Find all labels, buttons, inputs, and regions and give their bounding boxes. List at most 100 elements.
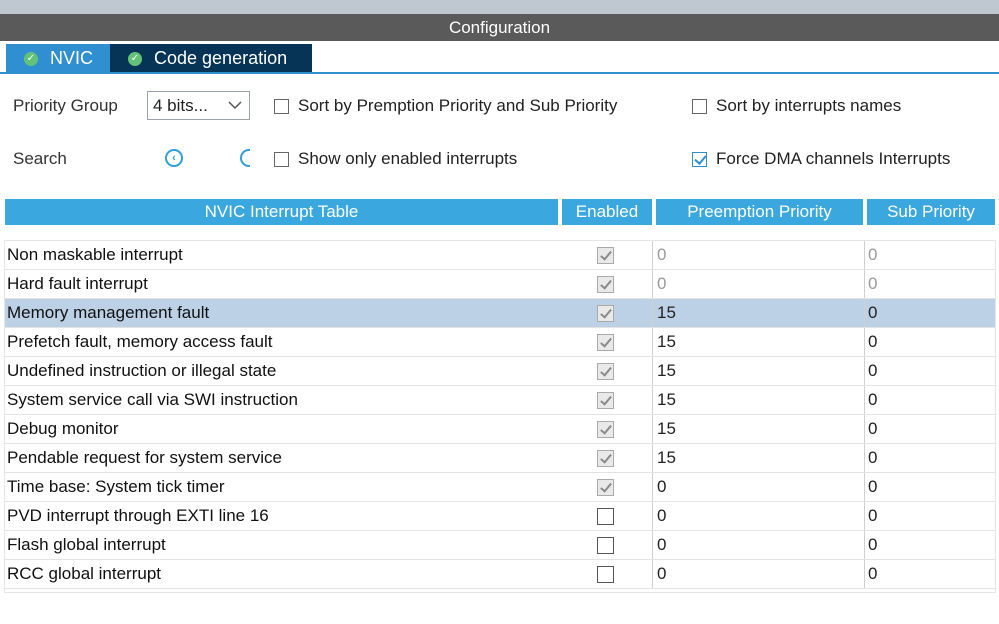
preemption-priority-cell[interactable]: 15 bbox=[652, 357, 863, 385]
search-previous-icon[interactable]: ‹ bbox=[165, 149, 183, 167]
enabled-checkbox[interactable] bbox=[596, 333, 614, 351]
interrupt-name: System service call via SWI instruction bbox=[7, 390, 298, 409]
enabled-cell bbox=[558, 386, 652, 414]
tab-nvic[interactable]: ✓ NVIC bbox=[6, 44, 110, 73]
enabled-checkbox[interactable] bbox=[596, 565, 614, 583]
enabled-checkbox[interactable] bbox=[596, 478, 614, 496]
sort-by-premption-label: Sort by Premption Priority and Sub Prior… bbox=[298, 96, 618, 115]
interrupt-name: Hard fault interrupt bbox=[7, 274, 148, 293]
preemption-priority-cell[interactable]: 15 bbox=[652, 386, 863, 414]
interrupt-name: Non maskable interrupt bbox=[7, 245, 183, 264]
enabled-checkbox[interactable] bbox=[596, 304, 614, 322]
tab-nvic-label: NVIC bbox=[50, 48, 94, 68]
enabled-cell bbox=[558, 560, 652, 588]
interrupt-name: Memory management fault bbox=[7, 303, 210, 322]
interrupt-name: Undefined instruction or illegal state bbox=[7, 361, 277, 380]
enabled-cell bbox=[558, 241, 652, 269]
sub-priority-cell[interactable]: 0 bbox=[864, 531, 995, 559]
enabled-cell bbox=[558, 415, 652, 443]
search-label: Search bbox=[13, 149, 67, 168]
table-row[interactable]: System service call via SWI instruction 1… bbox=[5, 386, 995, 415]
table-row[interactable]: Memory management fault 15 0 bbox=[5, 299, 995, 328]
header-preemption-priority[interactable]: Preemption Priority bbox=[656, 199, 863, 225]
sort-by-premption-checkbox[interactable] bbox=[274, 98, 289, 114]
preemption-priority-cell[interactable]: 15 bbox=[652, 328, 863, 356]
sub-priority-cell[interactable]: 0 bbox=[864, 328, 995, 356]
enabled-checkbox[interactable] bbox=[596, 391, 614, 409]
interrupt-table: Non maskable interrupt 0 0 Hard fault inter… bbox=[5, 241, 995, 589]
preemption-priority-cell: 0 bbox=[652, 270, 863, 298]
enabled-checkbox[interactable] bbox=[596, 507, 614, 525]
priority-group-value: 4 bits... bbox=[153, 95, 208, 115]
enabled-checkbox[interactable] bbox=[596, 362, 614, 380]
sort-by-names-option[interactable]: Sort by interrupts names bbox=[692, 96, 901, 116]
header-sub-priority[interactable]: Sub Priority bbox=[867, 199, 995, 225]
enabled-cell bbox=[558, 531, 652, 559]
table-row[interactable]: Flash global interrupt 0 0 bbox=[5, 531, 995, 560]
sort-by-names-label: Sort by interrupts names bbox=[716, 96, 902, 115]
table-row[interactable]: Debug monitor 15 0 bbox=[5, 415, 995, 444]
sub-priority-cell[interactable]: 0 bbox=[864, 386, 995, 414]
priority-group-label: Priority Group bbox=[13, 96, 118, 115]
interrupt-name: RCC global interrupt bbox=[7, 564, 162, 583]
enabled-cell bbox=[558, 502, 652, 530]
sub-priority-cell[interactable]: 0 bbox=[864, 299, 995, 327]
enabled-cell bbox=[558, 270, 652, 298]
enabled-cell bbox=[558, 473, 652, 501]
preemption-priority-cell[interactable]: 0 bbox=[652, 502, 863, 530]
table-row[interactable]: Pendable request for system service 15 0 bbox=[5, 444, 995, 473]
header-enabled[interactable]: Enabled bbox=[562, 199, 652, 225]
preemption-priority-cell[interactable]: 0 bbox=[652, 560, 863, 588]
enabled-cell bbox=[558, 357, 652, 385]
interrupt-name: PVD interrupt through EXTI line 16 bbox=[7, 506, 269, 525]
sub-priority-cell[interactable]: 0 bbox=[864, 415, 995, 443]
enabled-checkbox[interactable] bbox=[596, 449, 614, 467]
preemption-priority-cell[interactable]: 15 bbox=[652, 299, 863, 327]
show-enabled-checkbox[interactable] bbox=[274, 151, 289, 167]
priority-group-select[interactable]: 4 bits... bbox=[147, 91, 250, 120]
table-row[interactable]: Hard fault interrupt 0 0 bbox=[5, 270, 995, 299]
sort-by-names-checkbox[interactable] bbox=[692, 98, 707, 114]
interrupt-name: Flash global interrupt bbox=[7, 535, 166, 554]
preemption-priority-cell: 0 bbox=[652, 241, 863, 269]
preemption-priority-cell[interactable]: 0 bbox=[652, 473, 863, 501]
search-next-icon[interactable] bbox=[240, 149, 250, 167]
table-row[interactable]: RCC global interrupt 0 0 bbox=[5, 560, 995, 589]
sub-priority-cell[interactable]: 0 bbox=[864, 444, 995, 472]
tab-underline bbox=[0, 72, 999, 74]
interrupt-name: Pendable request for system service bbox=[7, 448, 282, 467]
table-row[interactable]: Undefined instruction or illegal state 15… bbox=[5, 357, 995, 386]
enabled-checkbox[interactable] bbox=[596, 420, 614, 438]
sub-priority-cell[interactable]: 0 bbox=[864, 502, 995, 530]
preemption-priority-cell[interactable]: 15 bbox=[652, 415, 863, 443]
force-dma-checkbox[interactable] bbox=[692, 151, 707, 167]
table-row[interactable]: PVD interrupt through EXTI line 16 0 0 bbox=[5, 502, 995, 531]
sub-priority-cell[interactable]: 0 bbox=[864, 473, 995, 501]
sub-priority-cell[interactable]: 0 bbox=[864, 357, 995, 385]
enabled-cell bbox=[558, 444, 652, 472]
sort-by-premption-option[interactable]: Sort by Premption Priority and Sub Prior… bbox=[274, 96, 617, 116]
header-interrupt-table[interactable]: NVIC Interrupt Table bbox=[5, 199, 558, 225]
tab-code-generation-label: Code generation bbox=[154, 48, 288, 68]
sub-priority-cell: 0 bbox=[864, 270, 995, 298]
show-enabled-label: Show only enabled interrupts bbox=[298, 149, 518, 168]
enabled-checkbox[interactable] bbox=[596, 536, 614, 554]
check-circle-icon: ✓ bbox=[128, 51, 142, 66]
enabled-checkbox bbox=[596, 246, 614, 264]
enabled-cell bbox=[558, 328, 652, 356]
tab-code-generation[interactable]: ✓ Code generation bbox=[110, 44, 312, 73]
table-row[interactable]: Non maskable interrupt 0 0 bbox=[5, 241, 995, 270]
enabled-checkbox bbox=[596, 275, 614, 293]
preemption-priority-cell[interactable]: 15 bbox=[652, 444, 863, 472]
table-row[interactable]: Prefetch fault, memory access fault 15 0 bbox=[5, 328, 995, 357]
table-header: NVIC Interrupt Table Enabled Preemption … bbox=[5, 199, 995, 225]
force-dma-option[interactable]: Force DMA channels Interrupts bbox=[692, 149, 950, 169]
tab-bar: ✓ NVIC ✓ Code generation bbox=[6, 44, 312, 73]
chevron-down-icon bbox=[228, 101, 242, 110]
interrupt-name: Prefetch fault, memory access fault bbox=[7, 332, 273, 351]
table-row[interactable]: Time base: System tick timer 0 0 bbox=[5, 473, 995, 502]
preemption-priority-cell[interactable]: 0 bbox=[652, 531, 863, 559]
show-enabled-option[interactable]: Show only enabled interrupts bbox=[274, 149, 517, 169]
window-title: Configuration bbox=[0, 14, 999, 41]
sub-priority-cell[interactable]: 0 bbox=[864, 560, 995, 588]
